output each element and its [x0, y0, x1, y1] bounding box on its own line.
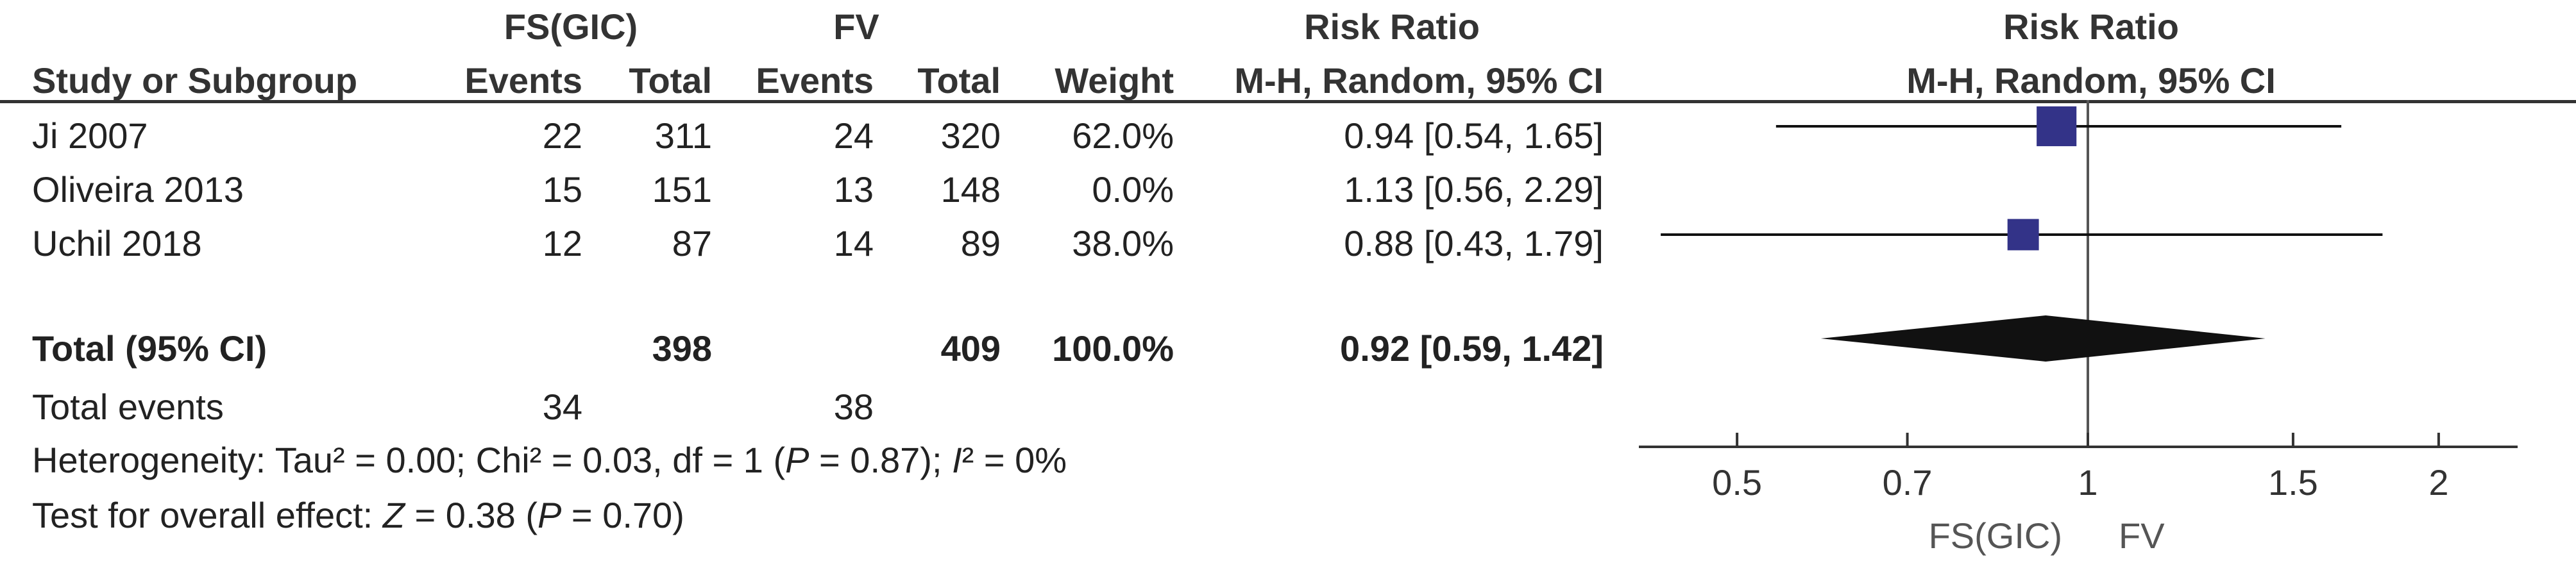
point-estimate-marker	[2007, 219, 2039, 251]
favours-right-label: FV	[2119, 515, 2165, 556]
total-1: 87	[672, 223, 712, 263]
group1-header: FS(GIC)	[504, 6, 638, 47]
study-name: Uchil 2018	[32, 223, 202, 263]
column-events-1: Events	[464, 60, 582, 101]
ci-text: 0.88 [0.43, 1.79]	[1344, 223, 1604, 263]
overall-effect-text: Test for overall effect: Z = 0.38 (P = 0…	[32, 495, 684, 535]
x-tick-label: 0.5	[1712, 462, 1762, 503]
column-total-1: Total	[629, 60, 712, 101]
favours-left-label: FS(GIC)	[1929, 515, 2062, 556]
study-name: Oliveira 2013	[32, 169, 244, 210]
total-events-label: Total events	[32, 387, 224, 427]
pooled-diamond	[1820, 315, 2266, 362]
weight: 62.0%	[1072, 115, 1174, 156]
total-n2: 409	[940, 328, 1001, 369]
total-events-1: 34	[542, 387, 582, 427]
events-1: 22	[542, 115, 582, 156]
total-1: 311	[654, 115, 712, 156]
point-estimate-marker	[2037, 106, 2077, 147]
x-tick-label: 1	[2078, 462, 2097, 503]
total-n1: 398	[652, 328, 712, 369]
events-2: 14	[833, 223, 874, 263]
events-1: 12	[542, 223, 582, 263]
events-1: 15	[542, 169, 582, 210]
column-ci: M-H, Random, 95% CI	[1234, 60, 1604, 101]
weight: 0.0%	[1092, 169, 1174, 210]
ci-text: 1.13 [0.56, 2.29]	[1344, 169, 1604, 210]
total-label: Total (95% CI)	[32, 328, 267, 369]
x-tick-label: 1.5	[2268, 462, 2318, 503]
ci-text: 0.94 [0.54, 1.65]	[1344, 115, 1604, 156]
study-name: Ji 2007	[32, 115, 148, 156]
risk-ratio-title: Risk Ratio	[1304, 6, 1480, 47]
events-2: 24	[833, 115, 874, 156]
x-tick-label: 0.7	[1883, 462, 1933, 503]
heterogeneity-text: Heterogeneity: Tau² = 0.00; Chi² = 0.03,…	[32, 440, 1067, 480]
column-total-2: Total	[917, 60, 1001, 101]
group2-header: FV	[833, 6, 879, 47]
column-events-2: Events	[756, 60, 874, 101]
column-study: Study or Subgroup	[32, 60, 358, 101]
plot-title: Risk Ratio	[2003, 6, 2179, 47]
total-ci-text: 0.92 [0.59, 1.42]	[1340, 328, 1604, 369]
x-tick-label: 2	[2428, 462, 2448, 503]
total-2: 89	[960, 223, 1001, 263]
total-1: 151	[652, 169, 712, 210]
events-2: 13	[833, 169, 874, 210]
total-weight: 100.0%	[1052, 328, 1174, 369]
total-2: 148	[940, 169, 1001, 210]
weight: 38.0%	[1072, 223, 1174, 263]
column-weight: Weight	[1055, 60, 1174, 101]
header-divider	[0, 100, 2576, 103]
plot-subtitle: M-H, Random, 95% CI	[1906, 60, 2276, 101]
total-2: 320	[940, 115, 1001, 156]
total-events-2: 38	[833, 387, 874, 427]
